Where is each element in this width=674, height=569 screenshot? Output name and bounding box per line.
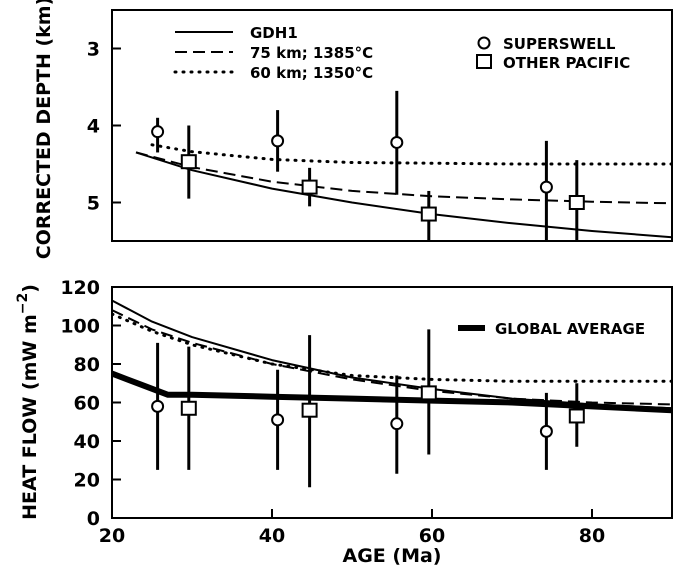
depth-other-pacific-point [420,206,437,222]
depth-y-axis-label: CORRECTED DEPTH (km) [33,0,55,259]
heatflow-y-axis-label: HEAT FLOW (mW m−2) [15,284,41,520]
depth-other-pacific-point [180,154,197,170]
legend-square-marker [476,54,492,69]
heatflow-y-tick-label: 20 [74,470,100,492]
heatflow-thick-line [112,370,672,414]
legend-superswell-label: SUPERSWELL [503,35,616,53]
heatflow-series [112,299,672,488]
legend-75km-label: 75 km; 1385°C [250,44,373,62]
depth-solid-line [135,151,672,239]
heatflow-y-tick-label: 0 [87,508,100,530]
heatflow-y-tick-label: 80 [74,354,100,376]
legend-global-average-label: GLOBAL AVERAGE [495,320,645,338]
depth-superswell-point [390,135,404,149]
depth-superswell-point [271,134,285,148]
heatflow-y-tick-label: 40 [74,431,100,453]
depth-y-tick-label: 3 [87,39,100,61]
heatflow-other-pacific-point [301,402,318,418]
depth-other-pacific-point [301,179,318,195]
heatflow-solid-line [112,299,672,410]
legend-60km-label: 60 km; 1350°C [250,64,373,82]
legend-gdh1-label: GDH1 [250,24,298,42]
heatflow-y-tick-label: 100 [60,316,100,338]
depth-panel: 3 4 5 CORRECTED DEPTH (km) GDH1 75 km; 138… [33,0,673,259]
heatflow-superswell-point [271,413,285,427]
heatflow-other-pacific-point [420,385,437,401]
legend-other-pacific-label: OTHER PACIFIC [503,54,630,72]
depth-y-tick-label: 4 [87,116,100,138]
heatflow-y-tick-label: 120 [60,277,100,299]
heatflow-superswell-point [151,399,165,413]
age-x-tick-label: 20 [99,525,125,547]
depth-dashed-line [135,151,672,205]
age-x-tick-label: 60 [419,525,445,547]
depth-superswell-point [539,180,553,194]
heatflow-dotted-line [112,312,672,383]
heatflow-dashed-line [112,309,672,406]
depth-series [135,90,672,241]
depth-y-tick-label: 5 [87,193,100,215]
depth-legend-lines: GDH1 75 km; 1385°C 60 km; 1350°C [173,24,373,82]
heatflow-superswell-point [539,424,553,438]
depth-dotted-line [150,143,672,166]
heatflow-legend: GLOBAL AVERAGE [458,320,645,338]
heatflow-other-pacific-point [568,408,585,424]
heatflow-y-tick-label: 60 [74,393,100,415]
age-x-tick-label: 40 [259,525,285,547]
depth-legend-markers: SUPERSWELL OTHER PACIFIC [476,35,630,72]
depth-superswell-point [151,125,165,139]
age-x-axis-label: AGE (Ma) [343,545,442,567]
age-x-tick-label: 80 [579,525,605,547]
depth-y-ticks: 3 4 5 [87,39,121,215]
heatflow-superswell-point [390,417,404,431]
legend-circle-marker [477,36,491,50]
depth-other-pacific-point [568,195,585,210]
heatflow-other-pacific-point [180,400,197,416]
